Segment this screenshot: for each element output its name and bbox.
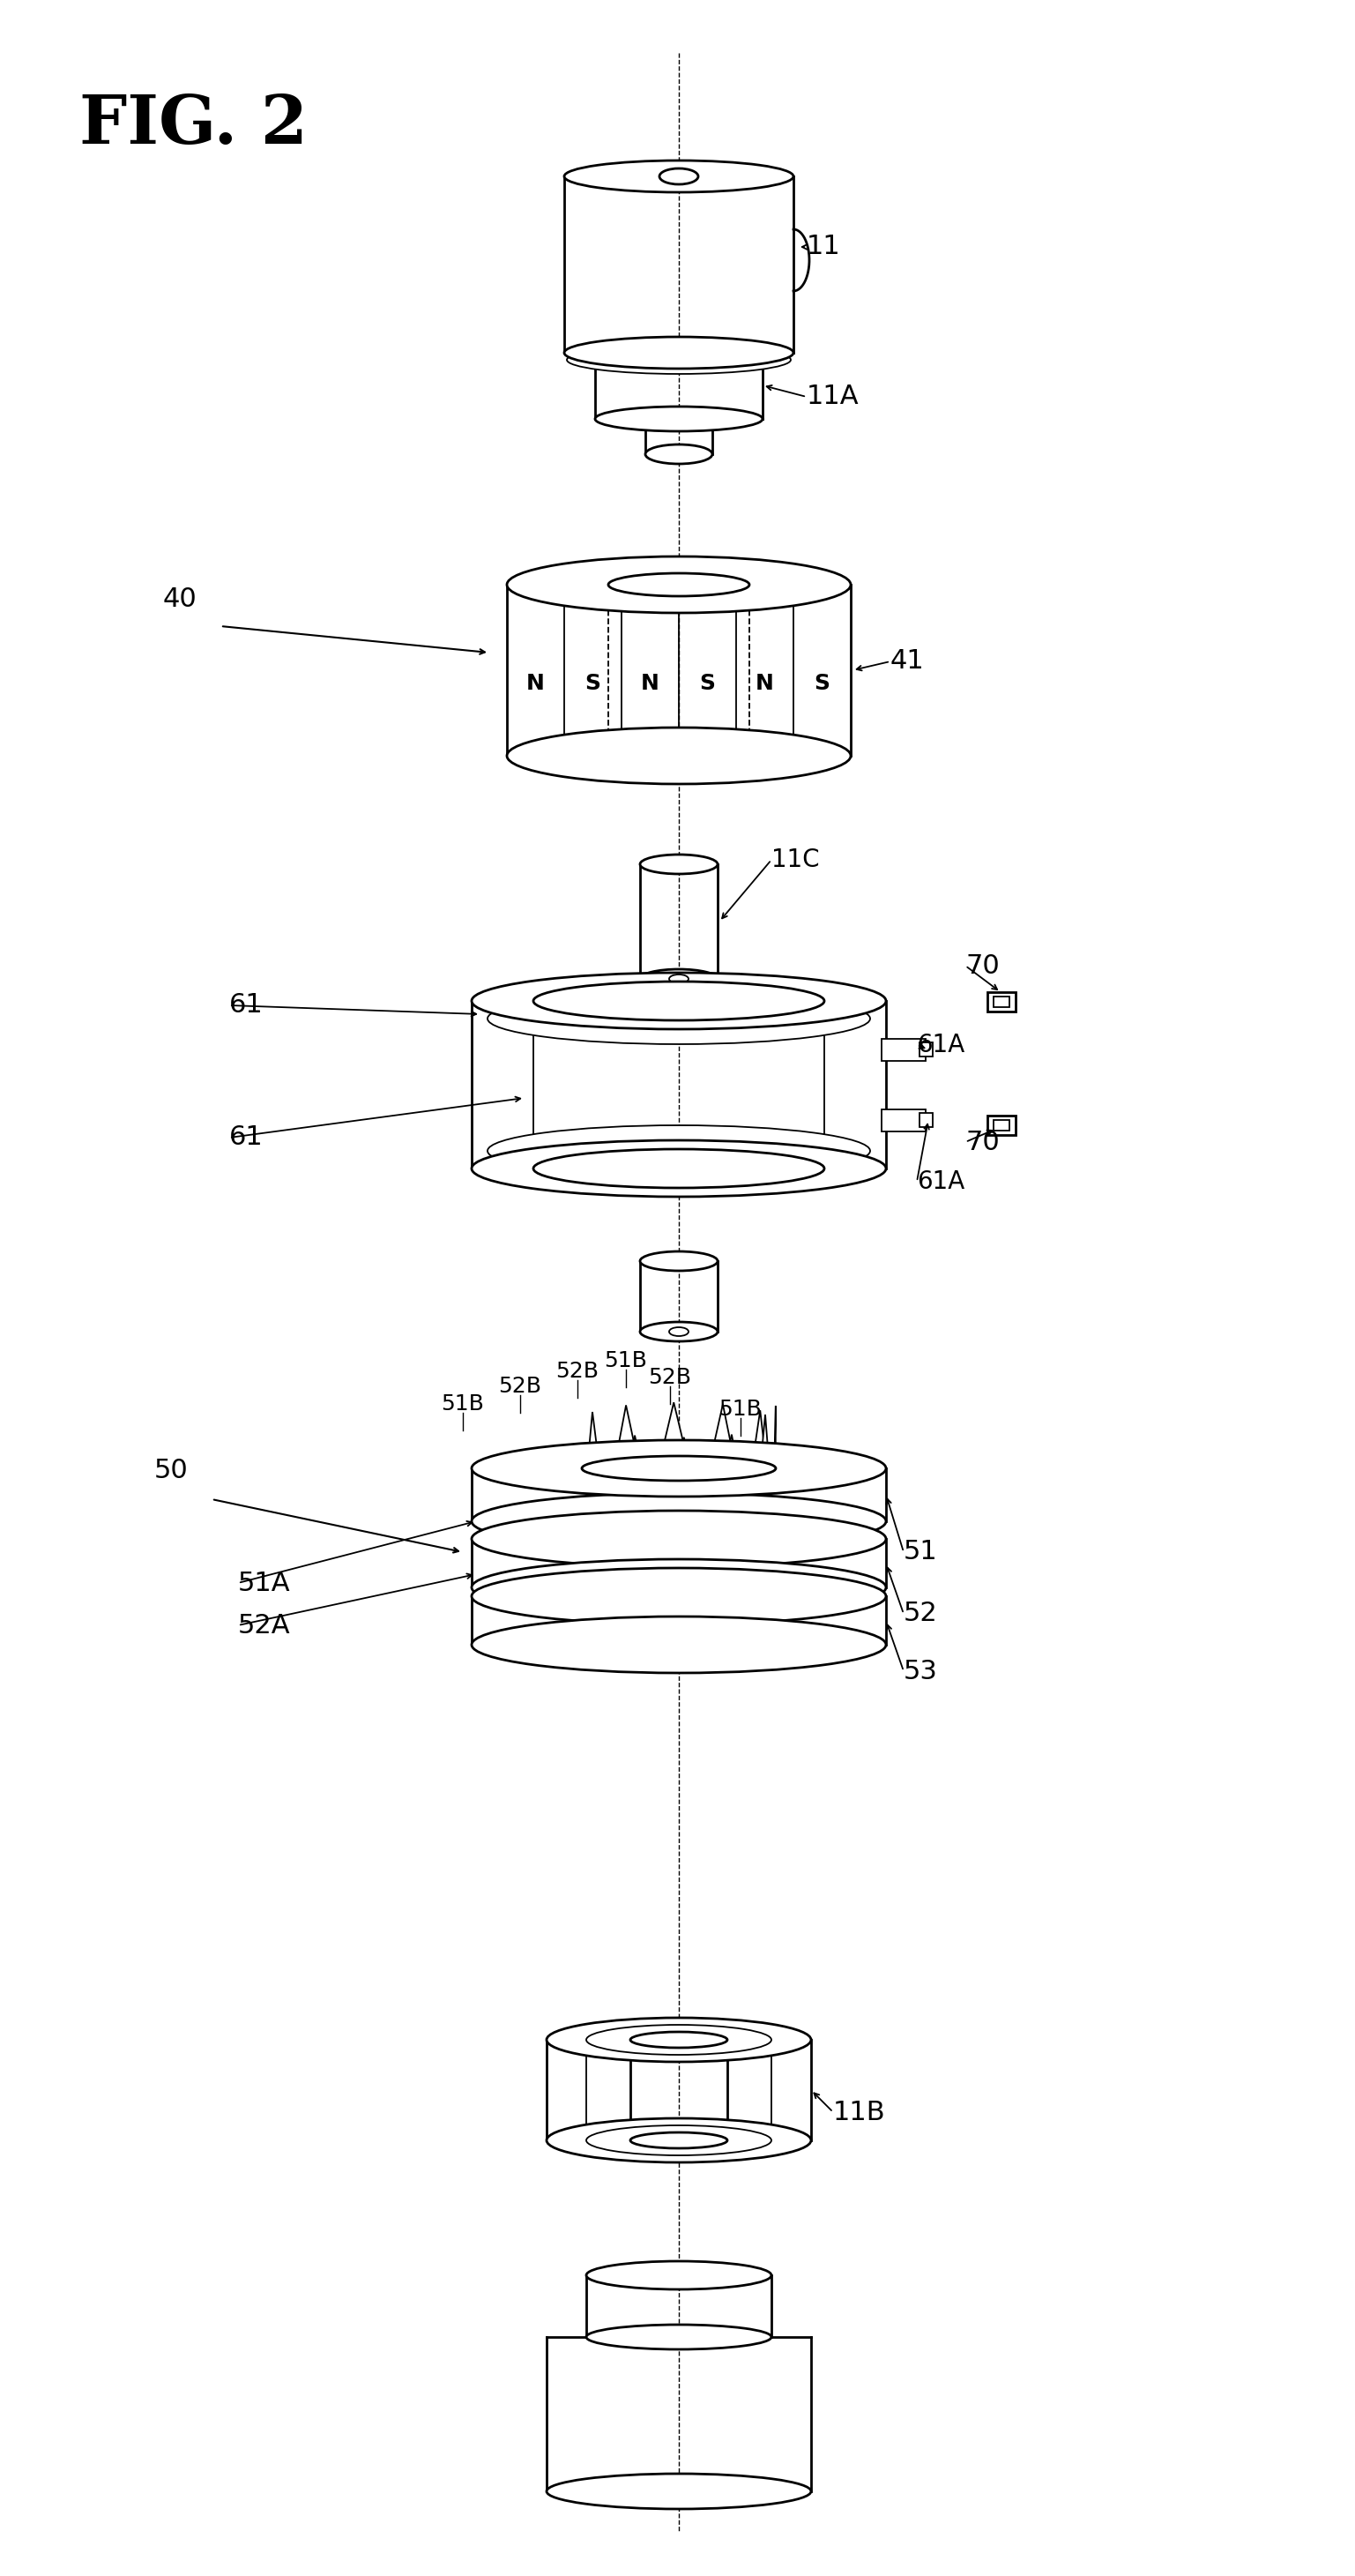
Ellipse shape	[608, 574, 749, 595]
Bar	[882, 1110, 925, 1131]
Polygon shape	[721, 1435, 741, 1484]
Text: 52A: 52A	[238, 1613, 290, 1638]
Ellipse shape	[482, 1512, 875, 1566]
Text: S: S	[585, 672, 600, 693]
Ellipse shape	[546, 2017, 812, 2061]
Ellipse shape	[472, 1569, 886, 1625]
Ellipse shape	[640, 969, 718, 989]
Text: N: N	[641, 672, 660, 693]
Ellipse shape	[669, 974, 688, 984]
Bar	[993, 997, 1009, 1007]
Text: N: N	[756, 672, 774, 693]
Text: 41: 41	[890, 649, 924, 675]
Ellipse shape	[472, 1510, 886, 1566]
Text: 11: 11	[806, 234, 841, 260]
Ellipse shape	[493, 1497, 864, 1546]
Ellipse shape	[472, 1494, 886, 1551]
Polygon shape	[588, 1412, 599, 1463]
Bar	[988, 1115, 1016, 1136]
Ellipse shape	[488, 1126, 870, 1177]
Ellipse shape	[482, 1494, 875, 1548]
Ellipse shape	[640, 1252, 718, 1270]
Ellipse shape	[581, 1455, 776, 1481]
Ellipse shape	[564, 337, 794, 368]
Text: FIG. 2: FIG. 2	[80, 93, 308, 157]
Text: 40: 40	[163, 587, 198, 613]
Polygon shape	[753, 1409, 766, 1461]
Text: 53: 53	[904, 1659, 938, 1685]
Text: 52B: 52B	[499, 1376, 542, 1396]
Text: 50: 50	[154, 1458, 188, 1484]
Text: 61A: 61A	[917, 1170, 965, 1195]
Text: 11B: 11B	[833, 2099, 886, 2125]
Text: 52B: 52B	[649, 1368, 691, 1388]
Text: 52: 52	[904, 1602, 938, 1625]
Bar	[920, 1043, 932, 1056]
Bar	[920, 1113, 932, 1128]
Polygon shape	[663, 1401, 686, 1450]
Ellipse shape	[564, 160, 794, 193]
Polygon shape	[759, 1414, 770, 1479]
Text: 51B: 51B	[442, 1394, 484, 1414]
Text: S: S	[814, 672, 831, 693]
Ellipse shape	[595, 407, 763, 430]
Ellipse shape	[534, 1149, 824, 1188]
Text: 51B: 51B	[604, 1350, 648, 1370]
Text: 11C: 11C	[771, 848, 820, 873]
Ellipse shape	[645, 446, 713, 464]
Text: 11A: 11A	[806, 384, 859, 410]
Text: 52B: 52B	[556, 1360, 599, 1381]
Text: N: N	[526, 672, 545, 693]
Ellipse shape	[630, 2133, 728, 2148]
Ellipse shape	[587, 2025, 771, 2056]
Bar	[988, 992, 1016, 1012]
Ellipse shape	[507, 726, 851, 783]
Polygon shape	[617, 1404, 635, 1455]
Polygon shape	[713, 1404, 733, 1453]
Ellipse shape	[493, 1515, 864, 1564]
Ellipse shape	[587, 2262, 771, 2290]
Ellipse shape	[534, 981, 824, 1020]
Ellipse shape	[566, 345, 791, 374]
Ellipse shape	[488, 992, 870, 1043]
Text: 70: 70	[965, 953, 1000, 979]
Text: 61: 61	[229, 992, 263, 1018]
Text: 61A: 61A	[917, 1033, 965, 1056]
Ellipse shape	[640, 1321, 718, 1342]
Ellipse shape	[472, 1618, 886, 1672]
Polygon shape	[625, 1435, 645, 1484]
Text: 51: 51	[904, 1540, 938, 1564]
Polygon shape	[672, 1437, 695, 1486]
Text: S: S	[699, 672, 715, 693]
Ellipse shape	[587, 2324, 771, 2349]
Ellipse shape	[472, 1141, 886, 1198]
Text: 51A: 51A	[238, 1571, 290, 1595]
Bar	[993, 1121, 1009, 1131]
Ellipse shape	[472, 1558, 886, 1615]
Text: 61: 61	[229, 1126, 263, 1151]
Ellipse shape	[472, 974, 886, 1030]
Ellipse shape	[587, 2125, 771, 2156]
Bar	[882, 1038, 925, 1061]
Ellipse shape	[472, 1440, 886, 1497]
Text: 70: 70	[965, 1128, 1000, 1154]
Text: 51B: 51B	[720, 1399, 762, 1419]
Ellipse shape	[546, 2473, 812, 2509]
Ellipse shape	[546, 2117, 812, 2161]
Ellipse shape	[640, 855, 718, 873]
Ellipse shape	[630, 2032, 728, 2048]
Ellipse shape	[660, 167, 698, 185]
Ellipse shape	[669, 1327, 688, 1337]
Ellipse shape	[507, 556, 851, 613]
